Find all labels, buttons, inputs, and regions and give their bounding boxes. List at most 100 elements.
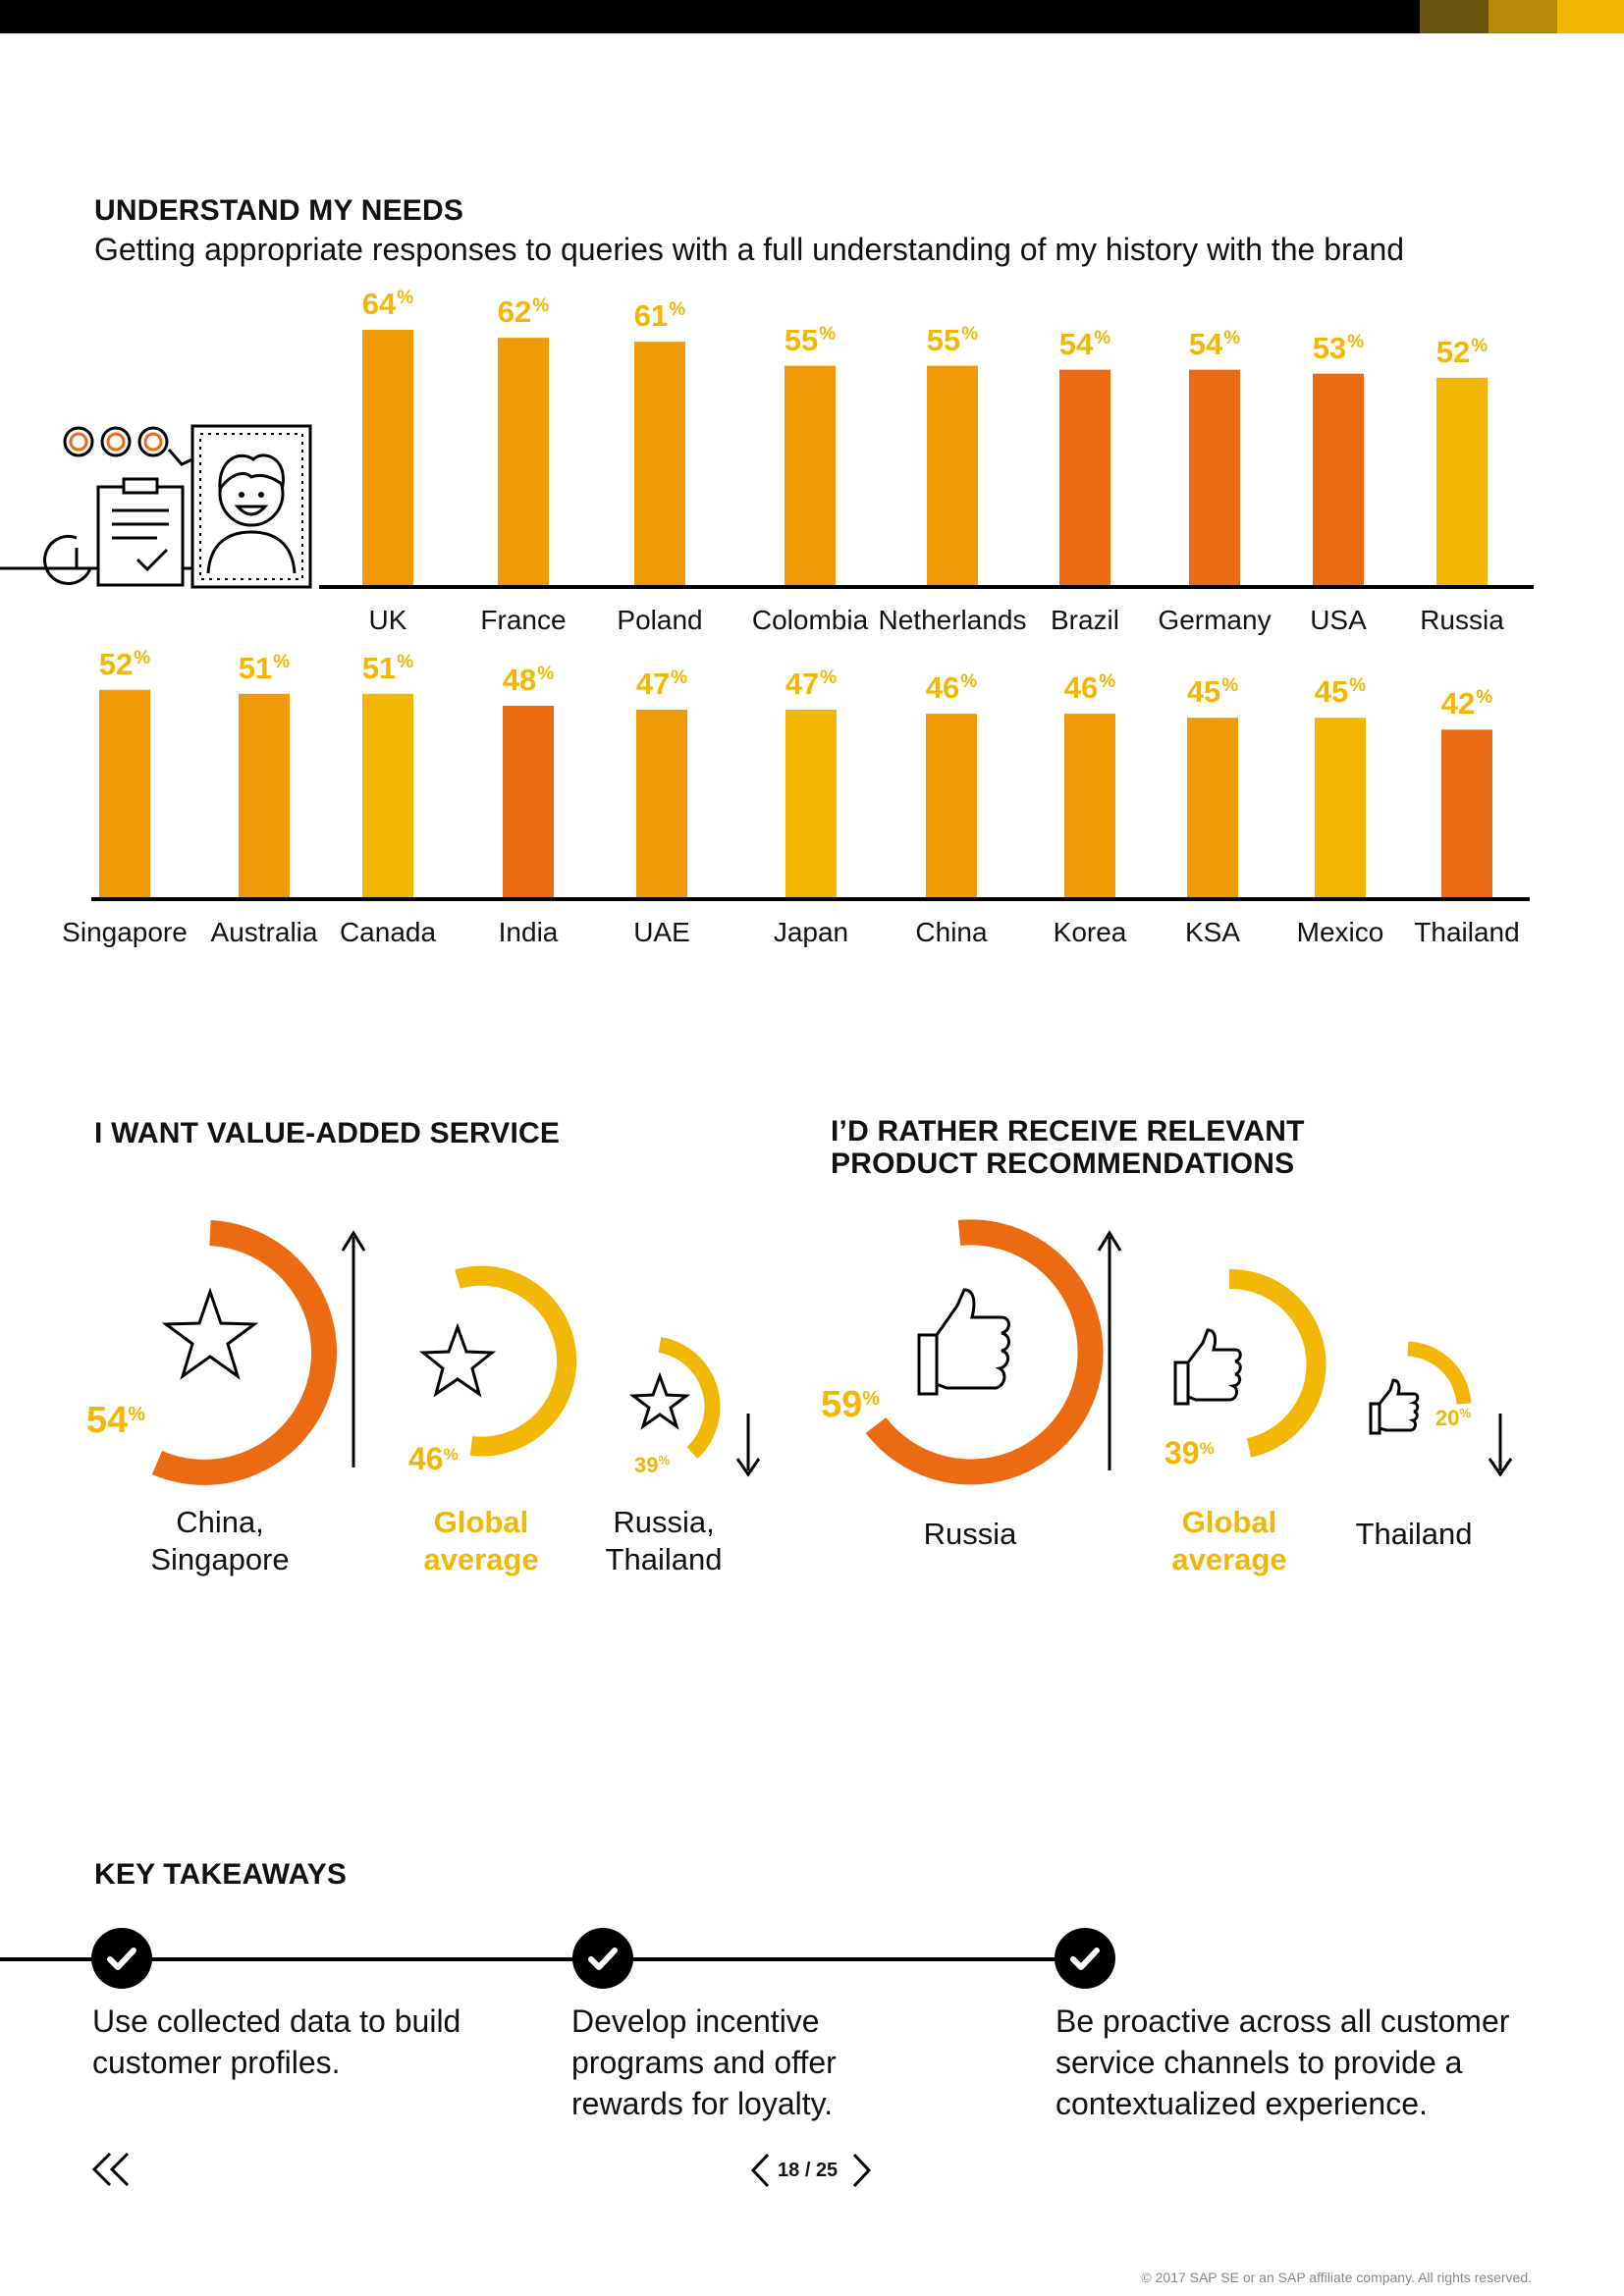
bar-value-label: 54% (1188, 326, 1241, 361)
bar-value-label: 55% (784, 322, 837, 357)
category-label: Mexico (1296, 917, 1384, 947)
section-subtitle-understand: Getting appropriate responses to queries… (94, 232, 1405, 267)
bar-thailand (1441, 729, 1492, 897)
bar-germany (1189, 369, 1240, 585)
category-label: KSA (1184, 917, 1241, 947)
bar-value-label: 48% (502, 663, 555, 697)
bar-value-label: 55% (926, 322, 979, 357)
customer-profile-illustration (0, 424, 312, 589)
bar-russia (1436, 377, 1488, 585)
ring-value-china: 54% (86, 1400, 146, 1441)
bar-poland (634, 342, 685, 585)
ring-caption-global-rec: Global average (1171, 1505, 1287, 1576)
section-title-understand: UNDERSTAND MY NEEDS (94, 194, 464, 227)
category-label: Poland (617, 605, 703, 635)
ring-caption-thailand: Thailand (1355, 1517, 1473, 1551)
thumbs-up-icon (1173, 1328, 1242, 1406)
bar-usa (1313, 373, 1364, 585)
bar-value-label: 45% (1186, 674, 1239, 710)
bar-value-label: 46% (925, 670, 978, 706)
bar-australia (239, 693, 290, 897)
bar-canada (362, 693, 413, 897)
category-label: Japan (773, 917, 849, 947)
category-label: India (498, 917, 559, 947)
takeaway-2: Develop incentive programs and offer rewar… (571, 2003, 837, 2121)
category-label: China (915, 917, 988, 947)
recommendations-rings (865, 1219, 1513, 1485)
check-icon (572, 1928, 633, 1989)
ring-caption-russia-thailand: Russia, Thailand (605, 1505, 723, 1576)
category-label: USA (1310, 605, 1367, 635)
bar-china (926, 714, 977, 897)
bar-brazil (1059, 369, 1110, 585)
star-icon (628, 1371, 691, 1430)
takeaway-timeline (0, 1957, 1090, 1961)
bar-mexico (1315, 718, 1366, 897)
ring-value-russia-thailand: 39% (634, 1453, 671, 1477)
takeaway-3: Be proactive across all customer service … (1056, 2003, 1510, 2121)
copyright: © 2017 SAP SE or an SAP affiliate compan… (1141, 2269, 1532, 2285)
section-title-value-added: I WANT VALUE-ADDED SERVICE (94, 1117, 561, 1149)
category-label: UK (368, 605, 407, 635)
category-label: Thailand (1414, 917, 1520, 947)
star-icon (418, 1322, 497, 1398)
top-bar (0, 0, 1624, 33)
ring-value-global: 46% (408, 1441, 459, 1476)
bar-value-label: 46% (1063, 670, 1116, 706)
category-label: Korea (1053, 917, 1127, 947)
bar-value-label: 51% (238, 650, 291, 685)
bar-value-label: 52% (1435, 334, 1489, 369)
bar-value-label: 47% (635, 667, 688, 702)
category-label: Colombia (751, 605, 869, 635)
bar-chart-row-1: 64% UK 62% France 61% Poland 55% Colombia 55% Net… (0, 285, 1624, 658)
bar-value-label: 45% (1314, 674, 1367, 710)
bar-uae (636, 710, 687, 897)
bar-value-label: 51% (361, 650, 414, 685)
section-title-takeaways: KEY TAKEAWAYS (94, 1858, 348, 1891)
bar-uk (362, 330, 413, 585)
page-indicator: 18 / 25 (778, 2160, 839, 2181)
check-icon (1055, 1928, 1115, 1989)
check-icon (91, 1928, 152, 1989)
first-page-button[interactable] (90, 2150, 135, 2189)
category-label: France (480, 605, 567, 635)
next-page-button[interactable] (848, 2152, 874, 2189)
bar-value-label: 61% (633, 298, 686, 334)
category-label: Brazil (1050, 605, 1119, 635)
takeaway-1: Use collected data to build customer prof… (92, 2003, 461, 2080)
ring-value-global-rec: 39% (1164, 1435, 1215, 1470)
ring-caption-russia: Russia (923, 1517, 1017, 1551)
bar-value-label: 42% (1440, 686, 1493, 721)
top-bar-accent-mid (1489, 0, 1557, 33)
bar-india (503, 706, 554, 897)
thumbs-up-icon (1369, 1378, 1420, 1435)
bar-japan (785, 710, 837, 897)
section-title-recommendations: I’D RATHER RECEIVE RELEVANT PRODUCT RECOM… (831, 1115, 1305, 1180)
bar-value-label: 47% (785, 667, 838, 702)
bar-singapore (99, 689, 150, 897)
bar-chart-row-2: 52% Singapore 51% Australia 51% Canada 48% Indi… (0, 646, 1624, 962)
bar-ksa (1187, 718, 1238, 897)
category-label: Singapore (62, 917, 188, 947)
ring-caption-global: Global average (423, 1505, 539, 1576)
bar-netherlands (927, 365, 978, 585)
bar-korea (1064, 714, 1115, 897)
top-bar-accent-gold (1557, 0, 1624, 33)
category-label: Canada (339, 917, 437, 947)
value-added-rings (151, 1220, 761, 1485)
bar-value-label: 62% (497, 294, 550, 330)
category-label: Russia (1420, 605, 1504, 635)
thumbs-up-icon (917, 1288, 1010, 1396)
star-icon (161, 1287, 259, 1380)
bar-value-label: 53% (1312, 330, 1365, 365)
category-label: Netherlands (878, 605, 1027, 635)
ring-value-russia: 59% (821, 1384, 881, 1425)
bar-value-label: 52% (98, 646, 151, 681)
top-bar-accent-dark (1420, 0, 1489, 33)
bar-france (498, 338, 549, 585)
prev-page-button[interactable] (748, 2152, 774, 2189)
category-label: Germany (1158, 605, 1272, 635)
bar-colombia (785, 365, 836, 585)
bar-value-label: 64% (361, 287, 414, 321)
category-label: Australia (210, 917, 318, 947)
